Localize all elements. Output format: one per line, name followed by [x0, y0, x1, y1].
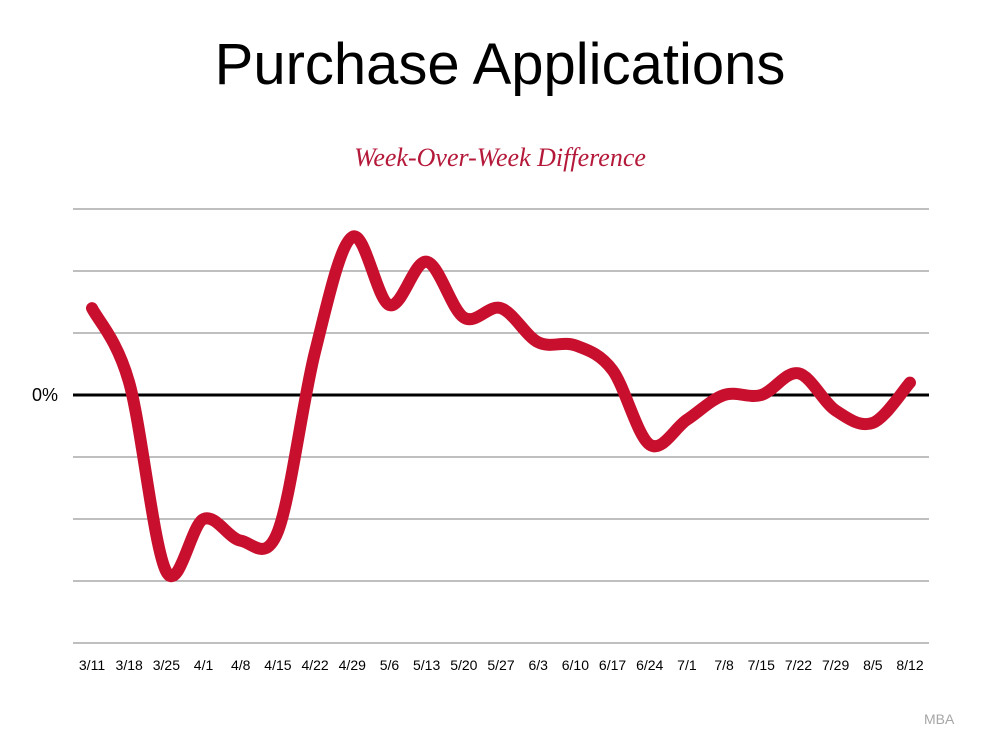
chart-subtitle: Week-Over-Week Difference: [354, 143, 646, 172]
x-tick-label: 7/29: [822, 657, 849, 673]
x-tick-label: 3/25: [153, 657, 180, 673]
y-zero-label: 0%: [32, 385, 58, 405]
x-tick-label: 7/15: [748, 657, 775, 673]
x-tick-label: 5/6: [380, 657, 400, 673]
x-tick-label: 4/29: [339, 657, 366, 673]
x-tick-label: 5/13: [413, 657, 440, 673]
series-line: [86, 230, 916, 582]
source-label: MBA: [924, 711, 955, 727]
x-tick-label: 7/1: [677, 657, 697, 673]
x-tick-labels: 3/11 3/18 3/25 4/1 4/8 4/15 4/22 4/29 5/6 5/13 5/2…: [79, 657, 924, 673]
x-tick-label: 4/22: [301, 657, 328, 673]
x-tick-label: 5/27: [487, 657, 514, 673]
x-tick-label: 7/8: [714, 657, 734, 673]
x-tick-label: 4/1: [194, 657, 214, 673]
x-tick-label: 5/20: [450, 657, 477, 673]
x-tick-label: 6/10: [562, 657, 589, 673]
x-tick-label: 8/5: [863, 657, 883, 673]
x-tick-label: 7/22: [785, 657, 812, 673]
x-tick-label: 6/17: [599, 657, 626, 673]
gridlines: [73, 208, 929, 644]
x-tick-label: 8/12: [896, 657, 923, 673]
x-tick-label: 6/24: [636, 657, 663, 673]
x-tick-label: 3/18: [116, 657, 143, 673]
x-tick-label: 4/8: [231, 657, 251, 673]
x-tick-label: 6/3: [528, 657, 548, 673]
series-line-group: [86, 230, 916, 582]
x-tick-label: 4/15: [264, 657, 291, 673]
x-tick-label: 3/11: [79, 657, 105, 673]
page-title: Purchase Applications: [214, 32, 786, 97]
